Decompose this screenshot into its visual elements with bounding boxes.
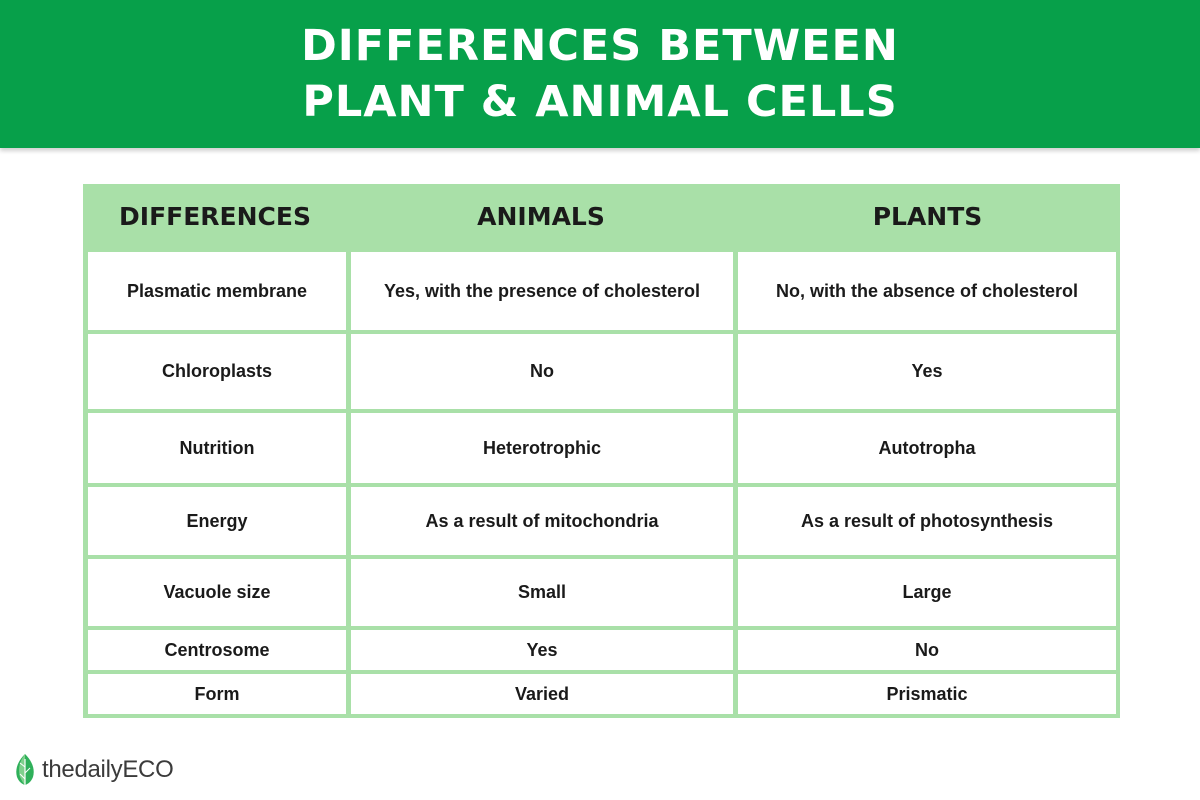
table-cell-animals: Yes	[351, 630, 733, 670]
table-cell-difference: Centrosome	[88, 630, 346, 670]
table-cell-plants: No, with the absence of cholesterol	[738, 252, 1116, 330]
table-cell-difference: Nutrition	[88, 413, 346, 483]
table-cell-difference: Chloroplasts	[88, 334, 346, 409]
comparison-table: DIFFERENCES ANIMALS PLANTS Plasmatic mem…	[83, 184, 1120, 718]
table-cell-plants: Prismatic	[738, 674, 1116, 714]
table-cell-plants: As a result of photosynthesis	[738, 487, 1116, 555]
leaf-icon	[16, 754, 34, 786]
brand-logo[interactable]: thedailyECO	[14, 752, 174, 788]
table-cell-plants: Large	[738, 559, 1116, 626]
column-header-differences: DIFFERENCES	[119, 202, 311, 231]
table-cell-plants: Yes	[738, 334, 1116, 409]
title-banner: DIFFERENCES BETWEEN PLANT & ANIMAL CELLS	[0, 0, 1200, 148]
table-cell-plants: Autotropha	[738, 413, 1116, 483]
table-cell-animals: No	[351, 334, 733, 409]
column-header-animals: ANIMALS	[477, 202, 605, 231]
table-cell-difference: Plasmatic membrane	[88, 252, 346, 330]
table-cell-animals: Yes, with the presence of cholesterol	[351, 252, 733, 330]
table-cell-animals: Small	[351, 559, 733, 626]
table-cell-animals: Varied	[351, 674, 733, 714]
table-cell-difference: Form	[88, 674, 346, 714]
page-title-line-2: PLANT & ANIMAL CELLS	[302, 77, 898, 127]
table-header: DIFFERENCES ANIMALS PLANTS	[83, 184, 1120, 249]
page-title-line-1: DIFFERENCES BETWEEN	[301, 21, 899, 71]
table-cell-difference: Energy	[88, 487, 346, 555]
table-cell-animals: As a result of mitochondria	[351, 487, 733, 555]
brand-name: thedailyECO	[42, 756, 174, 783]
column-header-plants: PLANTS	[872, 202, 983, 231]
table-cell-plants: No	[738, 630, 1116, 670]
table-cell-animals: Heterotrophic	[351, 413, 733, 483]
table-cell-difference: Vacuole size	[88, 559, 346, 626]
